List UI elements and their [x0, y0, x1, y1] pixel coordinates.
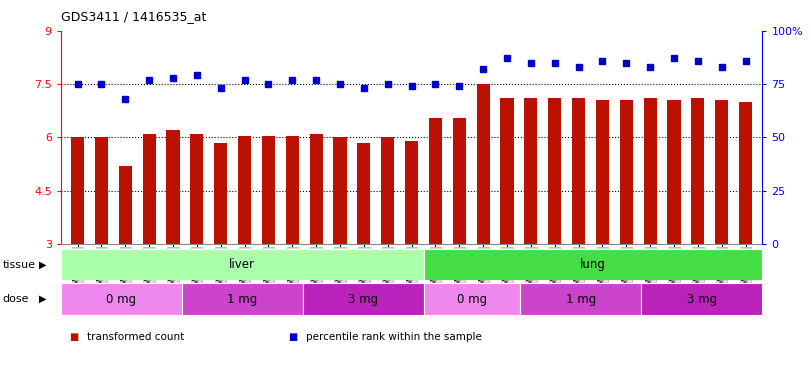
Text: ▶: ▶: [39, 260, 46, 270]
Text: GDS3411 / 1416535_at: GDS3411 / 1416535_at: [61, 10, 206, 23]
Bar: [71, 137, 84, 244]
Bar: [95, 137, 108, 244]
Bar: [285, 136, 298, 244]
Bar: [500, 98, 513, 244]
Bar: [715, 100, 728, 244]
Bar: [453, 118, 466, 244]
Bar: [429, 118, 442, 244]
Text: tissue: tissue: [2, 260, 36, 270]
Bar: [644, 98, 657, 244]
Text: transformed count: transformed count: [87, 332, 184, 342]
Bar: [423, 283, 521, 315]
Bar: [739, 102, 752, 244]
Text: ▶: ▶: [39, 294, 46, 304]
Bar: [642, 283, 762, 315]
Bar: [182, 283, 303, 315]
Text: ■: ■: [288, 332, 297, 342]
Text: lung: lung: [580, 258, 606, 271]
Bar: [358, 142, 371, 244]
Bar: [61, 249, 423, 280]
Bar: [262, 136, 275, 244]
Bar: [310, 134, 323, 244]
Bar: [118, 166, 132, 244]
Bar: [405, 141, 418, 244]
Text: percentile rank within the sample: percentile rank within the sample: [306, 332, 482, 342]
Bar: [572, 98, 586, 244]
Text: 3 mg: 3 mg: [348, 293, 378, 306]
Text: 1 mg: 1 mg: [227, 293, 257, 306]
Bar: [620, 100, 633, 244]
Text: 1 mg: 1 mg: [566, 293, 596, 306]
Bar: [525, 98, 538, 244]
Bar: [596, 100, 609, 244]
Bar: [61, 283, 182, 315]
Text: dose: dose: [2, 294, 29, 304]
Bar: [166, 130, 179, 244]
Bar: [521, 283, 642, 315]
Bar: [381, 137, 394, 244]
Bar: [303, 283, 423, 315]
Bar: [667, 100, 680, 244]
Text: ■: ■: [69, 332, 78, 342]
Bar: [477, 84, 490, 244]
Text: 3 mg: 3 mg: [687, 293, 717, 306]
Bar: [143, 134, 156, 244]
Bar: [238, 136, 251, 244]
Text: 0 mg: 0 mg: [106, 293, 136, 306]
Bar: [191, 134, 204, 244]
Bar: [691, 98, 705, 244]
Bar: [548, 98, 561, 244]
Bar: [333, 137, 346, 244]
Text: liver: liver: [230, 258, 255, 271]
Bar: [214, 142, 227, 244]
Text: 0 mg: 0 mg: [457, 293, 487, 306]
Bar: [423, 249, 762, 280]
